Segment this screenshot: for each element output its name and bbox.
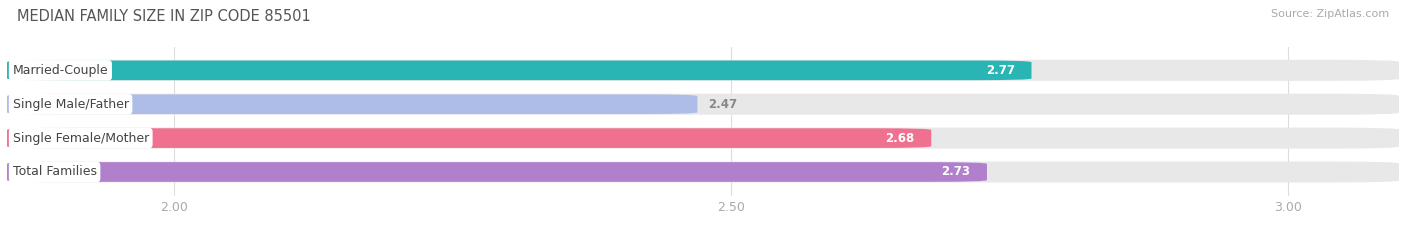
FancyBboxPatch shape <box>7 61 1032 80</box>
FancyBboxPatch shape <box>7 162 987 182</box>
Text: 2.73: 2.73 <box>941 165 970 178</box>
Text: Single Male/Father: Single Male/Father <box>13 98 128 111</box>
FancyBboxPatch shape <box>7 94 697 114</box>
FancyBboxPatch shape <box>7 128 1399 149</box>
FancyBboxPatch shape <box>7 128 931 148</box>
Text: MEDIAN FAMILY SIZE IN ZIP CODE 85501: MEDIAN FAMILY SIZE IN ZIP CODE 85501 <box>17 9 311 24</box>
Text: 2.77: 2.77 <box>986 64 1015 77</box>
FancyBboxPatch shape <box>7 60 1399 81</box>
Text: Single Female/Mother: Single Female/Mother <box>13 132 149 145</box>
Text: 2.47: 2.47 <box>709 98 738 111</box>
Text: Married-Couple: Married-Couple <box>13 64 108 77</box>
Text: Source: ZipAtlas.com: Source: ZipAtlas.com <box>1271 9 1389 19</box>
Text: Total Families: Total Families <box>13 165 97 178</box>
Text: 2.68: 2.68 <box>886 132 914 145</box>
FancyBboxPatch shape <box>7 161 1399 182</box>
FancyBboxPatch shape <box>7 94 1399 115</box>
